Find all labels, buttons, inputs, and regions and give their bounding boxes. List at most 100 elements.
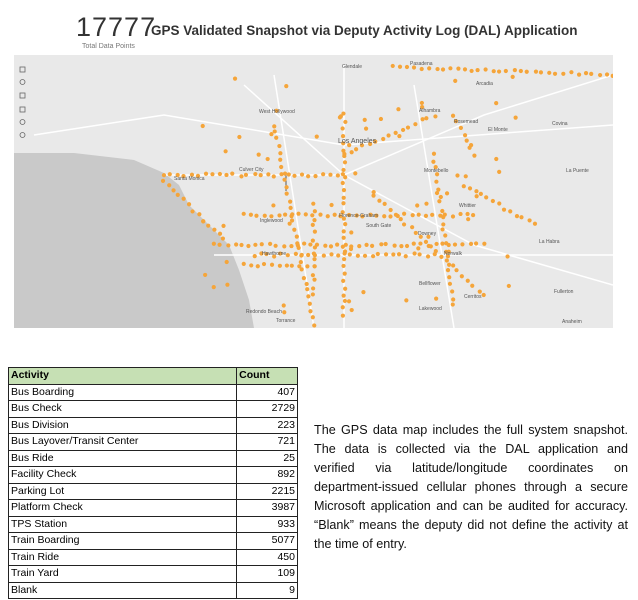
- map-point: [446, 249, 451, 254]
- map-point: [210, 172, 215, 177]
- table-cell: 25: [236, 449, 298, 467]
- map-point: [342, 151, 347, 157]
- map-point: [386, 133, 391, 138]
- map-point: [343, 222, 348, 227]
- map-point: [472, 153, 477, 158]
- map-point: [246, 243, 251, 249]
- map-point: [341, 278, 346, 284]
- map-point: [301, 276, 306, 281]
- map-point: [453, 78, 458, 83]
- map-point: [392, 243, 397, 248]
- map-point: [458, 125, 464, 130]
- map-point: [413, 230, 418, 236]
- table-cell: 223: [236, 416, 298, 434]
- map-point: [307, 301, 312, 306]
- map-point: [203, 272, 208, 278]
- map-point: [388, 214, 393, 219]
- map-point: [401, 222, 407, 227]
- map-point: [175, 192, 180, 197]
- map-point: [524, 69, 529, 74]
- map-point: [340, 210, 345, 215]
- map-point: [374, 213, 379, 218]
- map-point: [167, 183, 172, 188]
- map-point: [261, 261, 267, 267]
- place-label: Redondo Beach: [246, 309, 282, 315]
- map-point: [329, 202, 334, 208]
- map-point: [323, 243, 328, 248]
- map-point: [341, 216, 346, 221]
- map-point: [341, 229, 346, 234]
- map-point: [201, 219, 206, 224]
- map-point: [458, 211, 463, 217]
- map-point: [451, 297, 456, 302]
- map-point: [467, 186, 473, 191]
- map-point: [286, 172, 291, 177]
- map-point: [341, 148, 346, 153]
- map-point: [434, 241, 439, 247]
- table-row: Bus Boarding 407: [8, 383, 298, 401]
- map-point: [450, 113, 456, 118]
- map-point: [288, 199, 293, 204]
- map-point: [610, 73, 613, 78]
- map-point: [382, 214, 387, 219]
- map-point: [353, 171, 358, 176]
- map-point: [451, 263, 456, 268]
- table-cell: 2215: [236, 482, 298, 500]
- table-row: Activity Count: [8, 367, 298, 385]
- map-point: [354, 213, 359, 218]
- map-point: [283, 212, 288, 217]
- map-point: [411, 65, 417, 70]
- map-point: [341, 263, 346, 269]
- map-point: [340, 244, 345, 249]
- map-point: [340, 305, 345, 310]
- map-point: [468, 241, 474, 247]
- map-point: [416, 246, 421, 251]
- map-point: [305, 264, 310, 269]
- map-point: [411, 241, 416, 246]
- map-point: [379, 242, 384, 247]
- map-point: [341, 141, 346, 146]
- map-point: [381, 136, 386, 142]
- map-point: [505, 254, 510, 259]
- map-point: [284, 263, 289, 268]
- map-point: [347, 143, 352, 148]
- map-point: [311, 201, 316, 206]
- map-point: [203, 171, 209, 176]
- map-point: [335, 173, 340, 178]
- map-point: [171, 188, 176, 193]
- place-label: Whittier: [459, 203, 476, 209]
- map-point: [273, 243, 278, 248]
- map-point: [447, 281, 453, 286]
- table-row: Bus Layover/Transit Center 721: [8, 433, 298, 451]
- map-point: [383, 252, 389, 257]
- map-point: [360, 214, 365, 219]
- map-point: [473, 241, 479, 246]
- map-point: [425, 254, 431, 259]
- map-point: [325, 214, 330, 219]
- map-point: [423, 239, 429, 244]
- map-point: [278, 157, 283, 162]
- map-point: [503, 68, 508, 74]
- map-point: [266, 172, 271, 177]
- map-point: [255, 264, 260, 269]
- map-point: [181, 196, 186, 201]
- map-point: [290, 212, 295, 217]
- map-point: [420, 104, 425, 110]
- map-point: [404, 64, 410, 70]
- map-point: [277, 213, 282, 218]
- map-point: [471, 212, 476, 218]
- map-point: [328, 172, 333, 177]
- map-point: [349, 150, 354, 155]
- map-point: [284, 191, 289, 196]
- table-row: Bus Division 223: [8, 416, 298, 434]
- map-point: [349, 230, 354, 235]
- map-point: [288, 205, 293, 210]
- map-point: [437, 199, 442, 204]
- map-point: [282, 244, 287, 249]
- map-point: [341, 167, 346, 173]
- map-point: [254, 213, 259, 218]
- table-row: Parking Lot 2215: [8, 482, 298, 500]
- map-point: [423, 213, 429, 218]
- map-point: [383, 241, 388, 247]
- place-label: La Habra: [539, 239, 560, 245]
